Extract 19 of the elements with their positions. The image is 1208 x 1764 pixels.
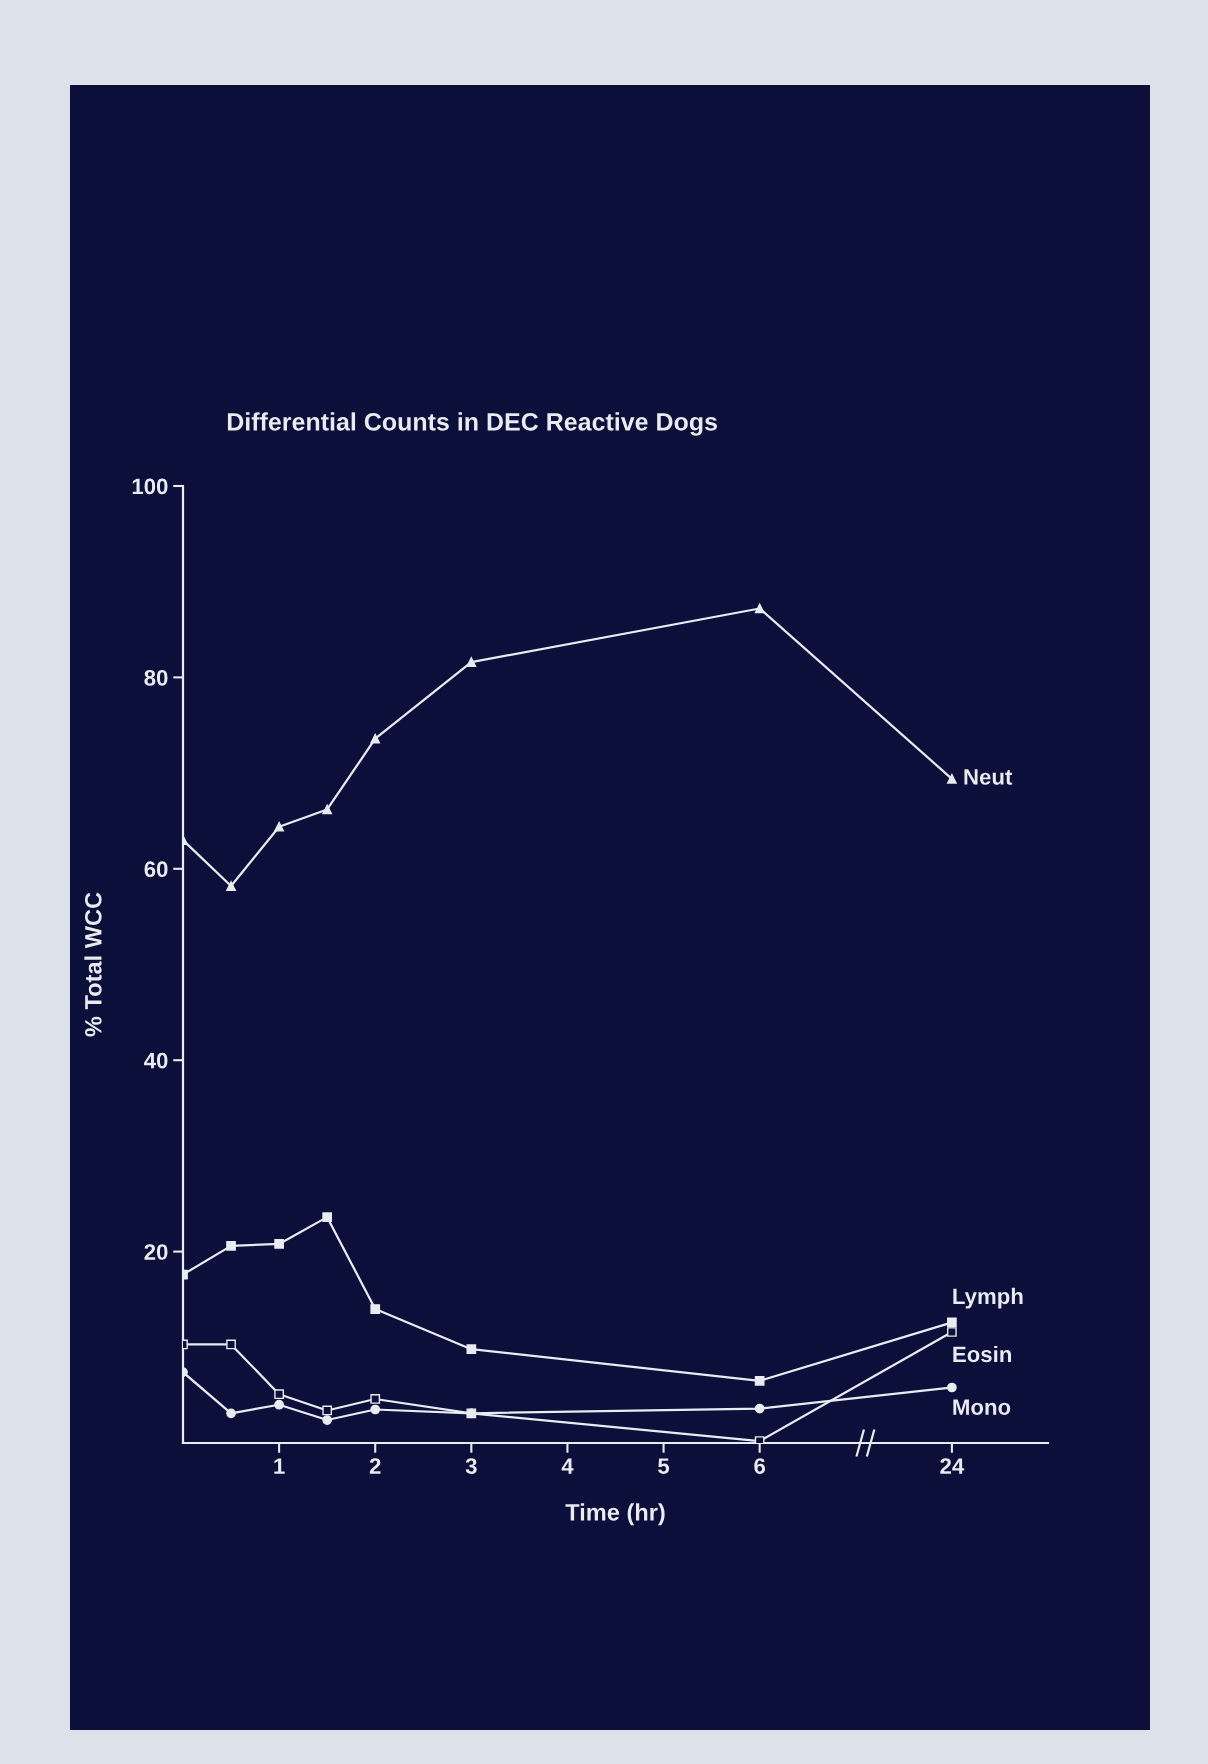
y-tick-label: 100 — [132, 478, 168, 495]
series-label: Mono — [953, 1399, 1011, 1415]
x-axis-title: Time (hr) — [565, 1503, 665, 1526]
y-axis-title: % Total WCC — [84, 892, 102, 1037]
x-tick-label: 24 — [940, 1458, 965, 1474]
series-label: Eosin — [953, 1345, 1012, 1363]
x-tick-label: 1 — [274, 1458, 285, 1474]
y-tick-label: 40 — [144, 1052, 168, 1069]
x-tick-label: 6 — [754, 1458, 766, 1474]
y-tick-label: 80 — [144, 669, 168, 686]
chart-title: Differential Counts in DEC Reactive Dogs — [227, 412, 717, 436]
series-label: Neut — [964, 769, 1013, 785]
y-tick-label: 60 — [144, 861, 168, 878]
x-tick-label: 5 — [658, 1458, 670, 1474]
x-tick-label: 2 — [369, 1458, 381, 1474]
y-tick-label: 20 — [144, 1244, 168, 1260]
series-label: Lymph — [953, 1287, 1023, 1309]
x-tick-label: 4 — [561, 1458, 574, 1474]
x-tick-label: 3 — [465, 1458, 477, 1474]
